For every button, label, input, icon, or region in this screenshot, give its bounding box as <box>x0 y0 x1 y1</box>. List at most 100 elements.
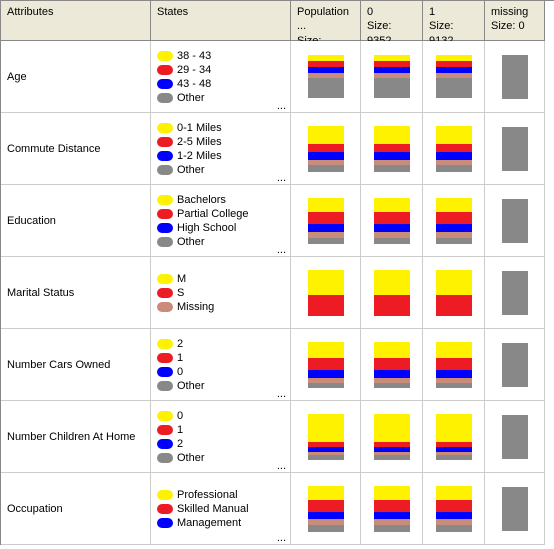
stacked-bar <box>308 342 344 388</box>
legend-row: 2-5 Miles <box>157 135 222 149</box>
ellipsis-icon[interactable]: ... <box>277 244 286 256</box>
stacked-bar <box>436 55 472 98</box>
bar-segment <box>436 126 472 144</box>
legend-row: Other <box>157 451 205 465</box>
distribution-chart-cell <box>361 473 423 545</box>
missing-chart-cell <box>485 185 545 257</box>
column-header[interactable]: Population ...Size: 18484 <box>291 1 361 41</box>
column-header-title: Attributes <box>7 5 144 19</box>
legend-swatch <box>157 339 173 349</box>
bar-segment <box>436 414 472 442</box>
attribute-cell[interactable]: Number Cars Owned <box>1 329 151 401</box>
legend-label: High School <box>177 222 236 234</box>
legend-swatch <box>157 518 173 528</box>
ellipsis-icon[interactable]: ... <box>277 172 286 184</box>
bar-segment <box>374 342 410 358</box>
distribution-chart-cell <box>423 401 485 473</box>
bar-segment <box>308 370 344 378</box>
legend: 012Other <box>157 409 205 465</box>
states-cell: 012Other... <box>151 401 291 473</box>
attribute-cell[interactable]: Education <box>1 185 151 257</box>
bar-segment <box>374 383 410 388</box>
stacked-bar <box>308 198 344 244</box>
bar-segment <box>308 270 344 295</box>
attribute-cell[interactable]: Marital Status <box>1 257 151 329</box>
legend-row: 0 <box>157 365 205 379</box>
ellipsis-icon[interactable]: ... <box>277 388 286 400</box>
stacked-bar <box>374 270 410 316</box>
states-cell: ProfessionalSkilled ManualManagement... <box>151 473 291 545</box>
column-header-title: Population ... <box>297 5 354 34</box>
attribute-label: Occupation <box>7 503 63 515</box>
legend-label: 1 <box>177 352 183 364</box>
bar-segment <box>374 78 410 98</box>
bar-segment <box>374 295 410 316</box>
stacked-bar <box>436 342 472 388</box>
stacked-bar <box>374 342 410 388</box>
bar-segment <box>374 144 410 152</box>
legend: ProfessionalSkilled ManualManagement <box>157 488 249 530</box>
ellipsis-icon[interactable]: ... <box>277 532 286 544</box>
attribute-cell[interactable]: Age <box>1 41 151 113</box>
bar-segment <box>308 525 344 532</box>
legend-swatch <box>157 237 173 247</box>
ellipsis-icon[interactable]: ... <box>277 460 286 472</box>
attribute-cell[interactable]: Number Children At Home <box>1 401 151 473</box>
column-header[interactable]: missingSize: 0 <box>485 1 545 41</box>
bar-segment <box>308 212 344 224</box>
ellipsis-icon[interactable]: ... <box>277 100 286 112</box>
bar-segment <box>308 342 344 358</box>
column-header[interactable]: 1Size: 9132 <box>423 1 485 41</box>
legend-row: High School <box>157 221 249 235</box>
bar-segment <box>308 512 344 519</box>
bar-segment <box>436 455 472 460</box>
column-header[interactable]: 0Size: 9352 <box>361 1 423 41</box>
stacked-bar <box>374 198 410 244</box>
legend: 38 - 4329 - 3443 - 48Other <box>157 49 211 105</box>
distribution-chart-cell <box>423 185 485 257</box>
legend-swatch <box>157 439 173 449</box>
legend-swatch <box>157 411 173 421</box>
legend-row: Bachelors <box>157 193 249 207</box>
states-cell: 0-1 Miles2-5 Miles1-2 MilesOther... <box>151 113 291 185</box>
stacked-bar <box>436 126 472 172</box>
bar-segment <box>308 500 344 512</box>
attribute-label: Number Cars Owned <box>7 359 110 371</box>
missing-chart-cell <box>485 113 545 185</box>
legend-label: 43 - 48 <box>177 78 211 90</box>
bar-segment <box>308 295 344 316</box>
column-header[interactable]: Attributes <box>1 1 151 41</box>
legend-row: Other <box>157 91 211 105</box>
states-cell: 38 - 4329 - 3443 - 48Other... <box>151 41 291 113</box>
attribute-cell[interactable]: Commute Distance <box>1 113 151 185</box>
stacked-bar <box>308 270 344 316</box>
legend-label: Partial College <box>177 208 249 220</box>
bar-segment <box>436 525 472 532</box>
legend-swatch <box>157 209 173 219</box>
legend-row: Other <box>157 379 205 393</box>
legend-swatch <box>157 151 173 161</box>
legend-swatch <box>157 288 173 298</box>
attribute-cell[interactable]: Occupation <box>1 473 151 545</box>
legend-label: Other <box>177 92 205 104</box>
bar-segment <box>308 78 344 98</box>
legend-row: 43 - 48 <box>157 77 211 91</box>
legend-swatch <box>157 223 173 233</box>
distribution-chart-cell <box>291 401 361 473</box>
legend-swatch <box>157 302 173 312</box>
legend-swatch <box>157 504 173 514</box>
attribute-label: Marital Status <box>7 287 74 299</box>
bar-segment <box>374 525 410 532</box>
bar-segment <box>436 486 472 500</box>
legend-row: Missing <box>157 300 214 314</box>
legend: MSMissing <box>157 272 214 314</box>
column-header[interactable]: States <box>151 1 291 41</box>
attribute-label: Commute Distance <box>7 143 101 155</box>
legend-label: 2 <box>177 338 183 350</box>
legend-swatch <box>157 195 173 205</box>
bar-segment <box>436 370 472 378</box>
bar-segment <box>374 198 410 212</box>
bar-segment <box>436 212 472 224</box>
distribution-chart-cell <box>361 41 423 113</box>
distribution-chart-cell <box>423 329 485 401</box>
